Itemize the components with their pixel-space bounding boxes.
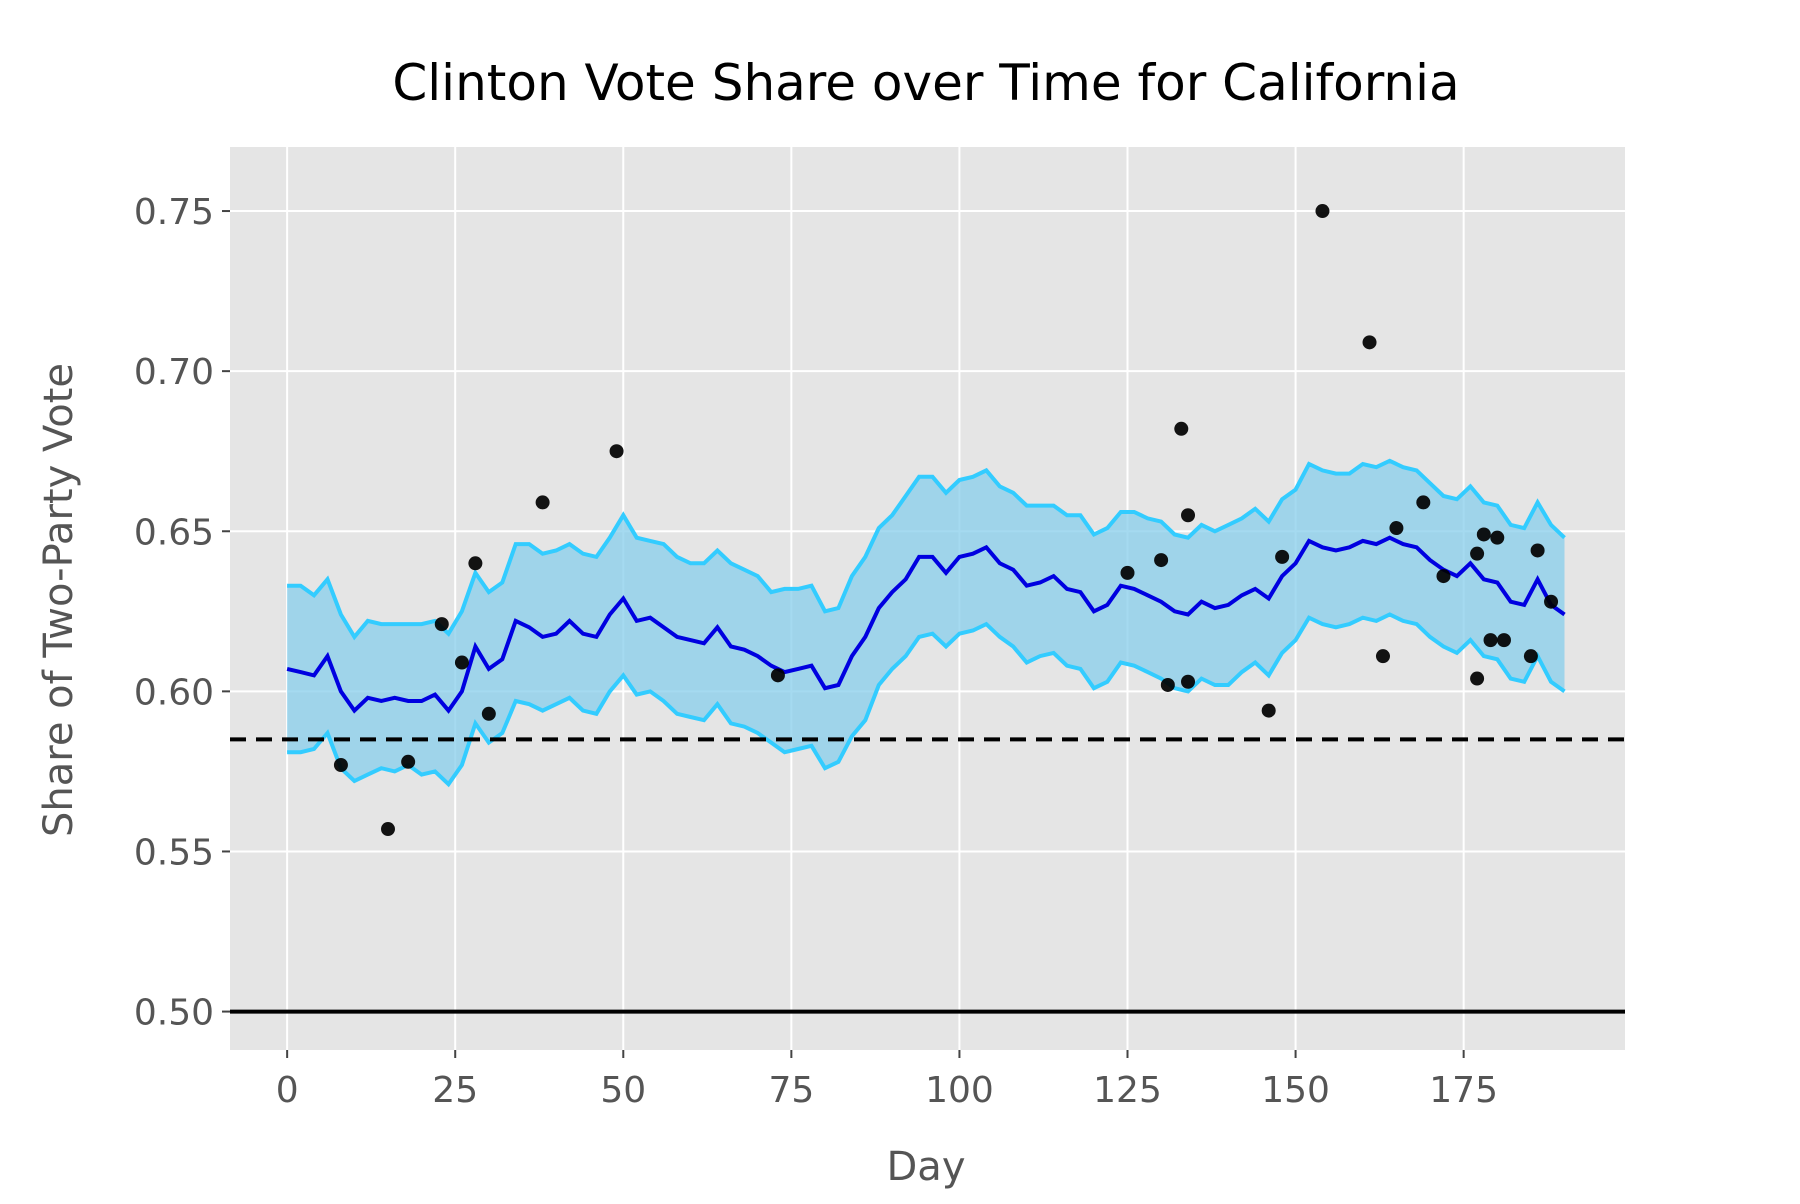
poll-point (454, 655, 469, 670)
poll-point (1362, 335, 1377, 350)
poll-point (535, 495, 550, 510)
poll-point (1375, 649, 1390, 664)
poll-point (1181, 674, 1196, 689)
poll-point (1470, 671, 1485, 686)
poll-point (1436, 569, 1451, 584)
poll-points (333, 204, 1559, 837)
poll-point (1483, 633, 1498, 648)
poll-point (1315, 204, 1330, 219)
y-tick-label: 0.70 (134, 352, 214, 393)
poll-point (1496, 633, 1511, 648)
x-tick-label: 150 (1261, 1070, 1330, 1111)
x-tick-label: 0 (276, 1070, 299, 1111)
poll-point (1490, 530, 1505, 545)
poll-point (609, 444, 624, 459)
poll-point (434, 617, 449, 632)
chart-title: Clinton Vote Share over Time for Califor… (392, 54, 1459, 112)
poll-point (380, 822, 395, 837)
poll-point (1530, 543, 1545, 558)
poll-point (1160, 677, 1175, 692)
poll-point (1275, 549, 1290, 564)
x-tick-label: 125 (1093, 1070, 1162, 1111)
poll-point (1416, 495, 1431, 510)
upper-bound-line (287, 458, 1566, 641)
y-tick-label: 0.65 (134, 512, 214, 553)
x-tick-label: 50 (600, 1070, 646, 1111)
x-axis-label: Day (887, 1144, 966, 1190)
y-tick-label: 0.60 (134, 672, 214, 713)
poll-point (1544, 594, 1559, 609)
poll-point (1476, 527, 1491, 542)
x-tick-label: 100 (925, 1070, 994, 1111)
poll-point (401, 754, 416, 769)
lower-bound-line (287, 612, 1566, 788)
poll-point (1261, 703, 1276, 718)
poll-point (1120, 565, 1135, 580)
confidence-band (287, 460, 1565, 785)
y-tick-label: 0.50 (134, 993, 214, 1034)
x-axis-ticks: 0 25 50 75 100 125 150 175 (276, 1050, 1498, 1111)
x-tick-label: 25 (432, 1070, 478, 1111)
poll-point (1523, 649, 1538, 664)
x-tick-label: 175 (1429, 1070, 1498, 1111)
mean-line (286, 535, 1566, 714)
poll-point (1174, 421, 1189, 436)
poll-point (1389, 521, 1404, 536)
poll-point (770, 668, 785, 683)
poll-point (333, 758, 348, 773)
poll-point (1470, 546, 1485, 561)
y-axis-label: Share of Two-Party Vote (36, 363, 82, 837)
poll-point (468, 556, 483, 571)
x-tick-label: 75 (768, 1070, 814, 1111)
y-axis-ticks: 0.50 0.55 0.60 0.65 0.70 0.75 (134, 192, 230, 1034)
y-tick-label: 0.75 (134, 192, 214, 233)
poll-point (481, 706, 496, 721)
poll-point (1154, 553, 1169, 568)
poll-point (1181, 508, 1196, 523)
y-tick-label: 0.55 (134, 832, 214, 873)
